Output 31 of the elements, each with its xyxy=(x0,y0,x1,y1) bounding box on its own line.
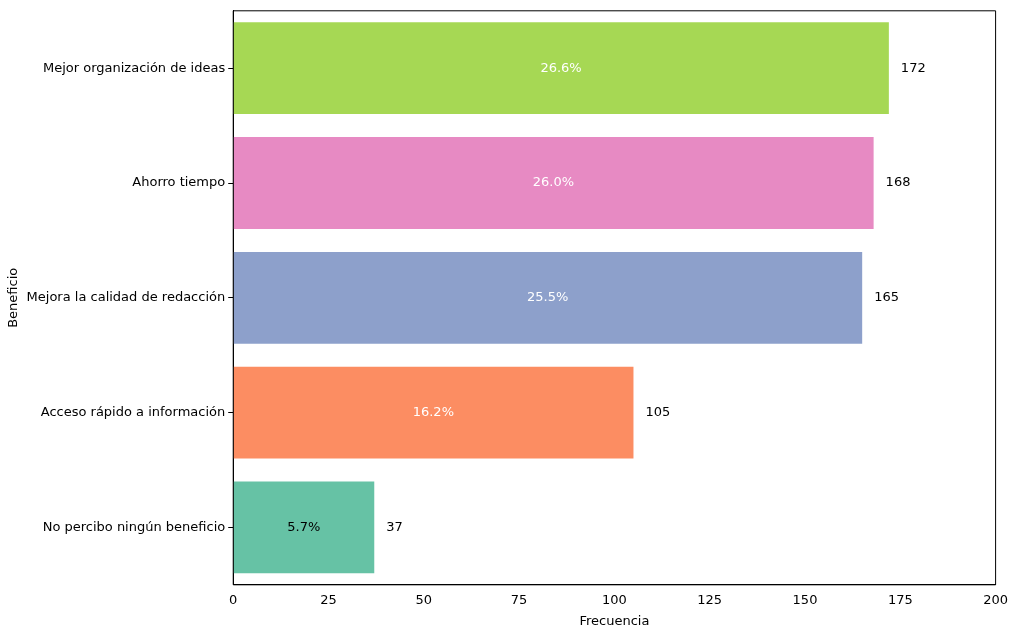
annotation: 26.6% xyxy=(540,59,582,75)
y-tick-label: Mejora la calidad de redacción xyxy=(26,289,226,305)
bar xyxy=(233,481,375,574)
data-label: 105 xyxy=(645,403,671,419)
annotation: 5.7% xyxy=(287,518,321,534)
data-label: 168 xyxy=(885,174,911,190)
bar xyxy=(233,251,863,344)
x-tick-label: 0 xyxy=(229,591,238,607)
y-axis-title: Beneficio xyxy=(5,267,21,328)
x-axis-title: Frecuencia xyxy=(579,612,650,628)
x-tick-label: 75 xyxy=(510,591,528,607)
x-tick-label: 125 xyxy=(697,591,723,607)
x-tick-label: 25 xyxy=(320,591,337,607)
x-tick-label: 50 xyxy=(415,591,433,607)
x-tick-label: 100 xyxy=(602,591,627,607)
annotation: 26.0% xyxy=(532,174,575,190)
bar xyxy=(233,22,889,115)
y-tick-label: Mejor organización de ideas xyxy=(42,59,226,75)
bar xyxy=(233,137,874,229)
bar xyxy=(233,366,634,459)
x-tick-label: 200 xyxy=(983,591,1009,607)
x-tick-label: 175 xyxy=(887,591,913,607)
y-tick-label: Ahorro tiempo xyxy=(132,174,226,190)
y-tick-label: Acceso rápido a información xyxy=(40,403,226,419)
data-label: 172 xyxy=(900,59,926,75)
annotation: 16.2% xyxy=(412,403,455,419)
y-tick-label: No percibo ningún beneficio xyxy=(42,518,226,534)
annotation: 25.5% xyxy=(527,289,569,305)
data-label: 165 xyxy=(874,289,900,305)
data-label: 37 xyxy=(386,518,403,534)
x-tick-label: 150 xyxy=(792,591,818,607)
